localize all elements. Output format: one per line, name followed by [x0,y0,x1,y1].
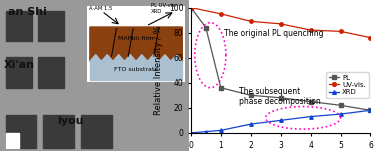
Bar [6,133,19,148]
UV-vis. [248,20,253,22]
UV-vis. [308,29,313,31]
Y-axis label: Relative Intensity / %: Relative Intensity / % [154,25,163,115]
Text: Xi'an: Xi'an [4,60,35,70]
XRD [218,129,223,131]
XRD [204,131,208,133]
Line: XRD: XRD [189,109,372,135]
PL [308,101,313,102]
Text: A·AM 1.5: A·AM 1.5 [89,6,112,11]
PL [189,7,193,8]
PL [248,94,253,96]
Bar [6,11,32,41]
Text: PL UV-vis.
XRD: PL UV-vis. XRD [151,3,177,14]
PL [338,104,343,106]
Bar [6,57,32,88]
Text: The original PL quenching: The original PL quenching [224,29,323,38]
PL [368,109,373,111]
Polygon shape [90,27,182,61]
Bar [90,56,182,80]
UV-vis. [368,37,373,39]
UV-vis. [218,13,223,15]
PL [278,97,283,99]
UV-vis. [189,7,193,8]
PL [218,87,223,89]
Bar [38,57,64,88]
Bar [38,11,64,41]
XRD [308,116,313,117]
PL [204,27,208,29]
Text: The subsequent
phase decomposition: The subsequent phase decomposition [239,87,321,106]
XRD [189,132,193,134]
Text: iyou: iyou [57,116,83,126]
XRD [368,109,373,111]
Bar [6,115,36,148]
Line: UV-vis.: UV-vis. [189,6,372,39]
UV-vis. [278,23,283,25]
Polygon shape [90,55,182,61]
Line: PL: PL [189,6,372,112]
XRD [278,119,283,121]
Legend: PL, UV-vis., XRD: PL, UV-vis., XRD [326,72,369,98]
Bar [43,115,74,148]
Text: FTO substrate: FTO substrate [114,67,158,72]
Bar [81,115,112,148]
UV-vis. [338,31,343,32]
XRD [338,113,343,115]
XRD [248,123,253,125]
Text: an Shi: an Shi [8,7,46,17]
Text: MAPbI₃ film: MAPbI₃ film [118,36,154,41]
